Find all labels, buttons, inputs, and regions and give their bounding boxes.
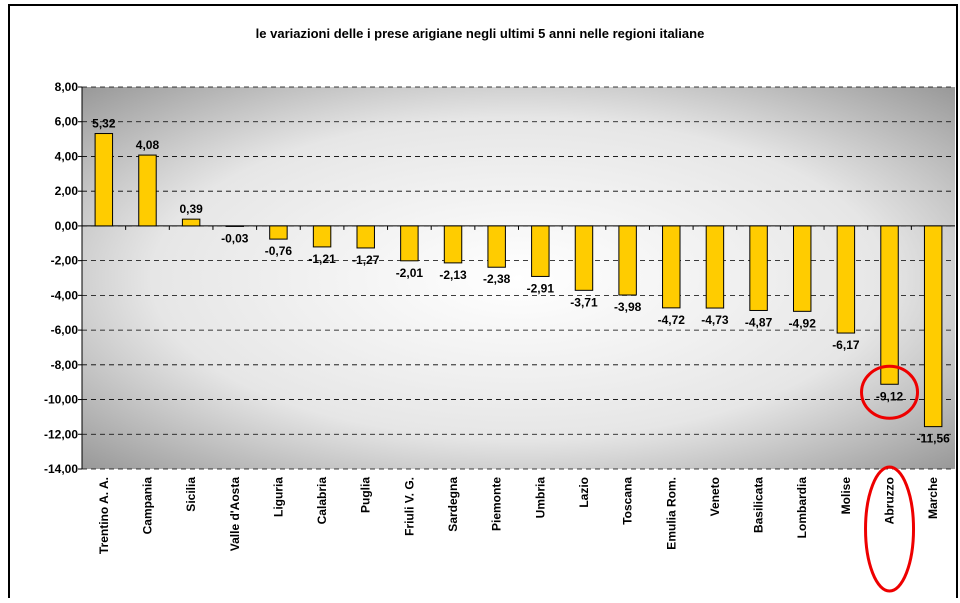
data-label: -4,87 xyxy=(745,315,773,329)
bar xyxy=(400,225,419,262)
x-tick-label: Lombardia xyxy=(795,477,809,539)
data-label: -3,98 xyxy=(614,300,642,314)
bar xyxy=(94,133,114,227)
x-tick-label: Marche xyxy=(926,477,940,519)
x-tick-label: Emulia Rom. xyxy=(664,477,678,550)
data-label: -0,03 xyxy=(221,231,249,245)
x-tick-label: Campania xyxy=(140,477,154,535)
x-tick-label: Basilicata xyxy=(752,477,766,533)
data-label: -2,38 xyxy=(483,272,511,286)
data-label: -1,21 xyxy=(308,252,336,266)
data-label: -0,76 xyxy=(265,244,293,258)
x-tick-label: Calabria xyxy=(315,477,329,525)
x-tick-label: Liguria xyxy=(271,477,285,517)
bar xyxy=(923,225,943,428)
x-tick-label: Piemonte xyxy=(490,477,504,531)
x-tick-label: Umbria xyxy=(533,477,547,519)
data-label: -4,72 xyxy=(658,313,686,327)
highlight-circle xyxy=(864,465,916,593)
data-label: 5,32 xyxy=(92,117,116,131)
y-tick-label: 2,00 xyxy=(55,184,79,198)
data-label: -4,92 xyxy=(789,316,817,330)
bar xyxy=(662,225,681,309)
x-tick-label: Puglia xyxy=(359,477,373,513)
bar xyxy=(792,225,812,312)
data-label: -4,73 xyxy=(701,313,729,327)
data-label: 4,08 xyxy=(136,138,160,152)
data-label: -2,01 xyxy=(396,266,424,280)
bar xyxy=(138,154,157,227)
bar xyxy=(880,225,899,385)
x-tick-label: Abruzzo xyxy=(883,477,897,524)
bar xyxy=(487,225,506,268)
x-tick-label: Toscana xyxy=(621,477,635,525)
y-tick-label: -4,00 xyxy=(51,288,79,302)
data-label: -3,71 xyxy=(570,295,598,309)
x-tick-label: Lazio xyxy=(577,477,591,508)
y-tick-label: 0,00 xyxy=(55,219,79,233)
bar xyxy=(705,225,725,309)
bar xyxy=(181,218,201,227)
x-tick-label: Sicilia xyxy=(184,477,198,512)
data-label: -2,91 xyxy=(527,281,555,295)
x-tick-label: Veneto xyxy=(708,477,722,516)
y-tick-label: -10,00 xyxy=(44,393,78,407)
x-tick-label: Trentino A. A. xyxy=(97,477,111,554)
y-tick-label: -2,00 xyxy=(51,254,79,268)
bar xyxy=(312,225,332,248)
chart-title: le variazioni delle i prese arigiane neg… xyxy=(256,26,705,41)
data-label: 0,39 xyxy=(179,202,203,216)
bar xyxy=(618,225,637,296)
x-tick-label: Sardegna xyxy=(446,477,460,532)
bar xyxy=(356,225,375,249)
bar xyxy=(269,225,288,240)
data-label: -1,27 xyxy=(352,253,380,267)
y-tick-label: 4,00 xyxy=(55,149,79,163)
data-label: -2,13 xyxy=(439,268,467,282)
data-label: -9,12 xyxy=(876,389,904,403)
data-label: -6,17 xyxy=(832,338,860,352)
data-label: -11,56 xyxy=(916,432,950,446)
bar xyxy=(443,225,463,264)
plot-area xyxy=(82,87,955,469)
bar xyxy=(225,225,245,227)
highlight-circle xyxy=(860,364,920,420)
bar xyxy=(749,225,768,311)
x-tick-label: Friuli V. G. xyxy=(402,477,416,536)
bar xyxy=(836,225,856,334)
bar xyxy=(531,225,550,277)
y-tick-label: -6,00 xyxy=(51,323,79,337)
y-tick-label: -12,00 xyxy=(44,427,78,441)
y-tick-label: -8,00 xyxy=(51,358,79,372)
y-tick-label: 6,00 xyxy=(55,115,79,129)
y-tick-label: -14,00 xyxy=(44,462,78,476)
y-tick-label: 8,00 xyxy=(55,80,79,94)
x-tick-label: Molise xyxy=(839,477,853,515)
x-tick-label: Valle d'Aosta xyxy=(228,477,242,552)
bar xyxy=(574,225,594,291)
